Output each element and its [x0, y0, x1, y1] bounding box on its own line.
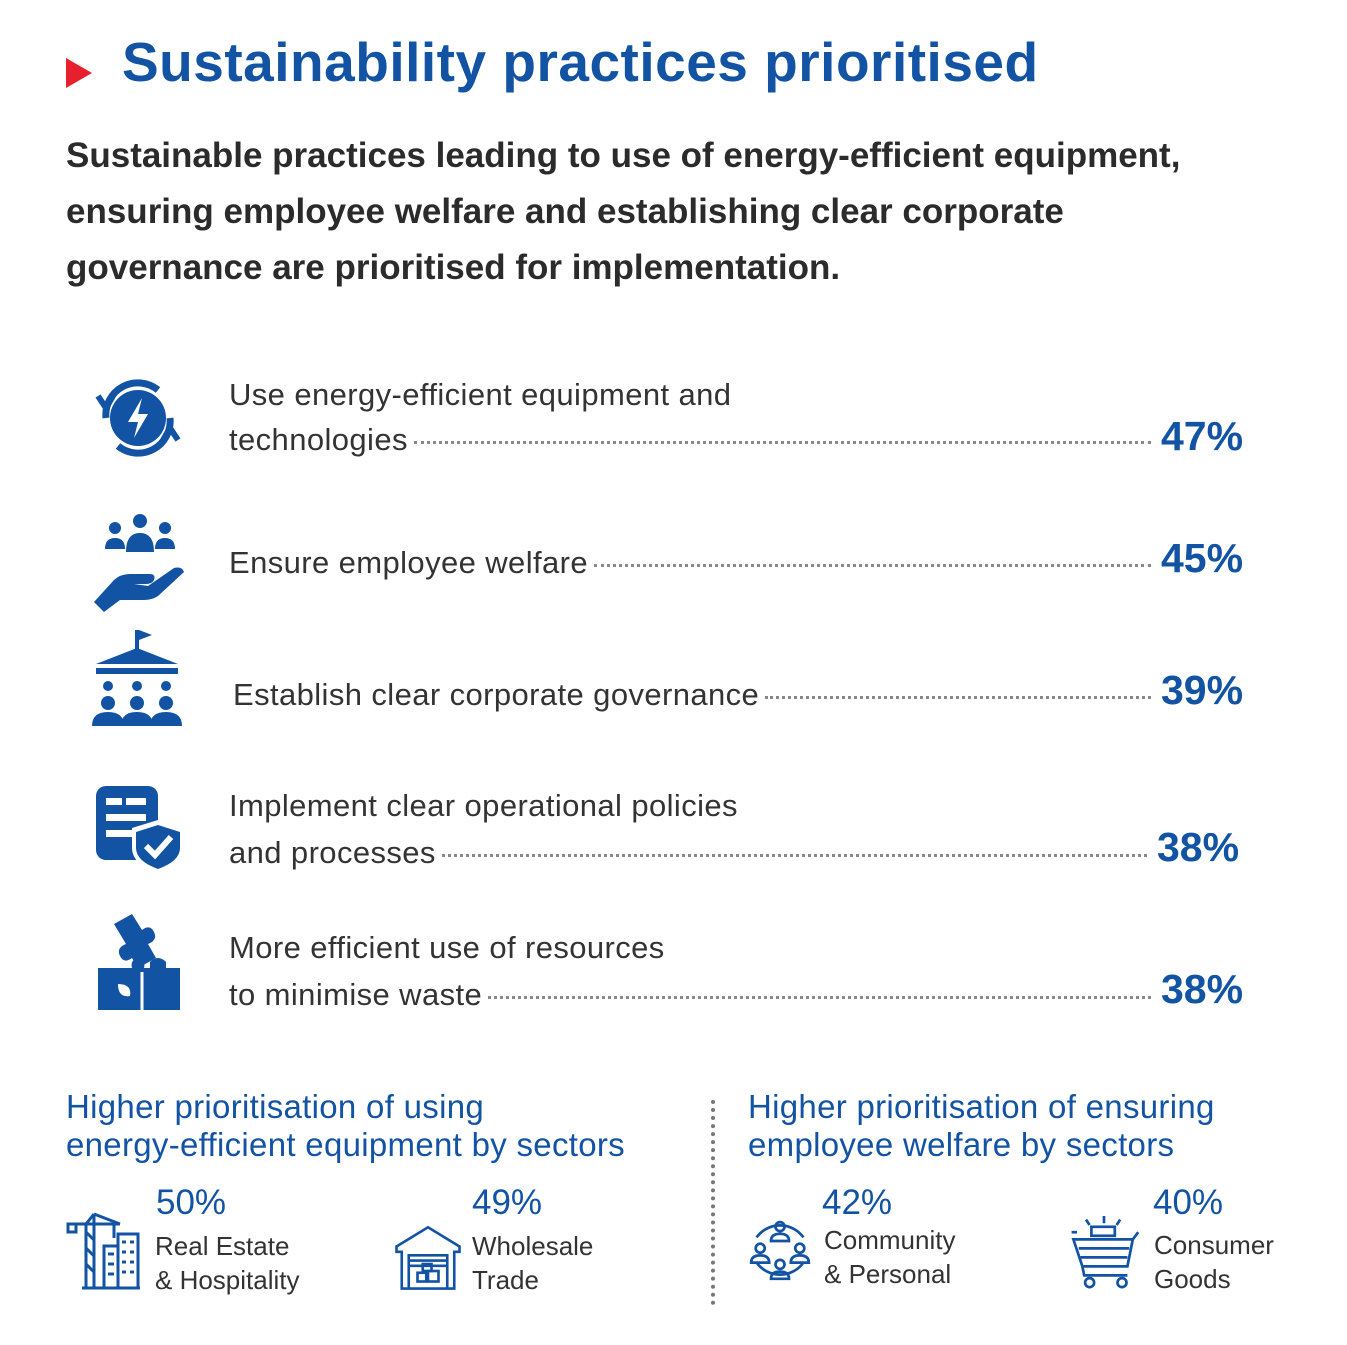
practice-label-5: More efficient use of resources to minim… [229, 925, 1157, 1017]
practice-percent-4: 38% [1157, 824, 1240, 870]
sector-name-wholesale-line1: Wholesale [472, 1231, 594, 1261]
policy-shield-icon [92, 782, 192, 882]
sectors-left-heading-line1: Higher prioritisation of using [66, 1088, 485, 1125]
sector-percent-community: 42% [822, 1183, 893, 1222]
warehouse-icon [393, 1222, 463, 1292]
section-divider [711, 1100, 715, 1305]
sector-name-community-line1: Community [824, 1225, 956, 1255]
sector-percent-real-estate: 50% [156, 1183, 227, 1222]
sectors-right-heading: Higher prioritisation of ensuring employ… [748, 1088, 1215, 1164]
sector-name-real-estate: Real Estate & Hospitality [155, 1229, 300, 1297]
sectors-left-heading-line2: energy-efficient equipment by sectors [66, 1126, 625, 1163]
dot-leader [413, 441, 1151, 444]
practice-label-5-line2: to minimise waste [229, 977, 483, 1012]
page-subtitle: Sustainable practices leading to use of … [66, 136, 1181, 287]
dot-leader [765, 696, 1151, 699]
sector-name-community-line2: & Personal [824, 1259, 952, 1289]
shopping-cart-icon [1068, 1214, 1140, 1290]
practice-label-4: Implement clear operational policies and… [229, 783, 1153, 875]
practice-percent-1: 47% [1161, 413, 1244, 459]
practice-label-1: Use energy-efficient equipment and techn… [229, 372, 1157, 462]
sector-percent-consumer-goods: 40% [1153, 1183, 1224, 1222]
sectors-right-heading-line2: employee welfare by sectors [748, 1126, 1175, 1163]
sector-name-consumer-goods-line1: Consumer [1154, 1230, 1274, 1260]
practice-label-4-line1: Implement clear operational policies [229, 788, 738, 823]
dot-leader [488, 996, 1151, 999]
sector-name-community: Community & Personal [824, 1223, 955, 1291]
practice-label-2-line2: Ensure employee welfare [229, 545, 588, 580]
practice-label-5-line1: More efficient use of resources [229, 930, 665, 965]
dot-leader [441, 854, 1147, 857]
sector-name-consumer-goods: Consumer Goods [1154, 1228, 1274, 1296]
dot-leader [594, 564, 1151, 567]
practice-percent-5: 38% [1161, 966, 1244, 1012]
sectors-left-heading: Higher prioritisation of using energy-ef… [66, 1088, 625, 1164]
practice-label-2: Ensure employee welfare [229, 540, 1157, 585]
practice-percent-3: 39% [1161, 667, 1244, 713]
sector-name-wholesale-line2: Trade [472, 1265, 539, 1295]
puzzle-icon [90, 910, 190, 1010]
construction-building-icon [64, 1212, 144, 1292]
practice-label-1-line2: technologies [229, 422, 408, 457]
practice-label-4-line2: and processes [229, 835, 436, 870]
practice-percent-2: 45% [1161, 535, 1244, 581]
sectors-right-heading-line1: Higher prioritisation of ensuring [748, 1088, 1215, 1125]
page-title: Sustainability practices prioritised [122, 31, 1039, 93]
sector-name-wholesale: Wholesale Trade [472, 1229, 593, 1297]
practice-label-3: Establish clear corporate governance [233, 672, 1157, 717]
sector-name-real-estate-line2: & Hospitality [155, 1265, 300, 1295]
title-marker-icon [66, 58, 92, 88]
energy-cycle-icon [88, 368, 188, 468]
community-icon [744, 1214, 816, 1286]
sector-name-consumer-goods-line2: Goods [1154, 1264, 1231, 1294]
practice-label-3-line2: Establish clear corporate governance [233, 677, 760, 712]
employee-care-icon [88, 512, 188, 612]
governance-icon [88, 628, 188, 728]
sector-name-real-estate-line1: Real Estate [155, 1231, 290, 1261]
sector-percent-wholesale: 49% [472, 1183, 543, 1222]
practice-label-1-line1: Use energy-efficient equipment and [229, 377, 732, 412]
